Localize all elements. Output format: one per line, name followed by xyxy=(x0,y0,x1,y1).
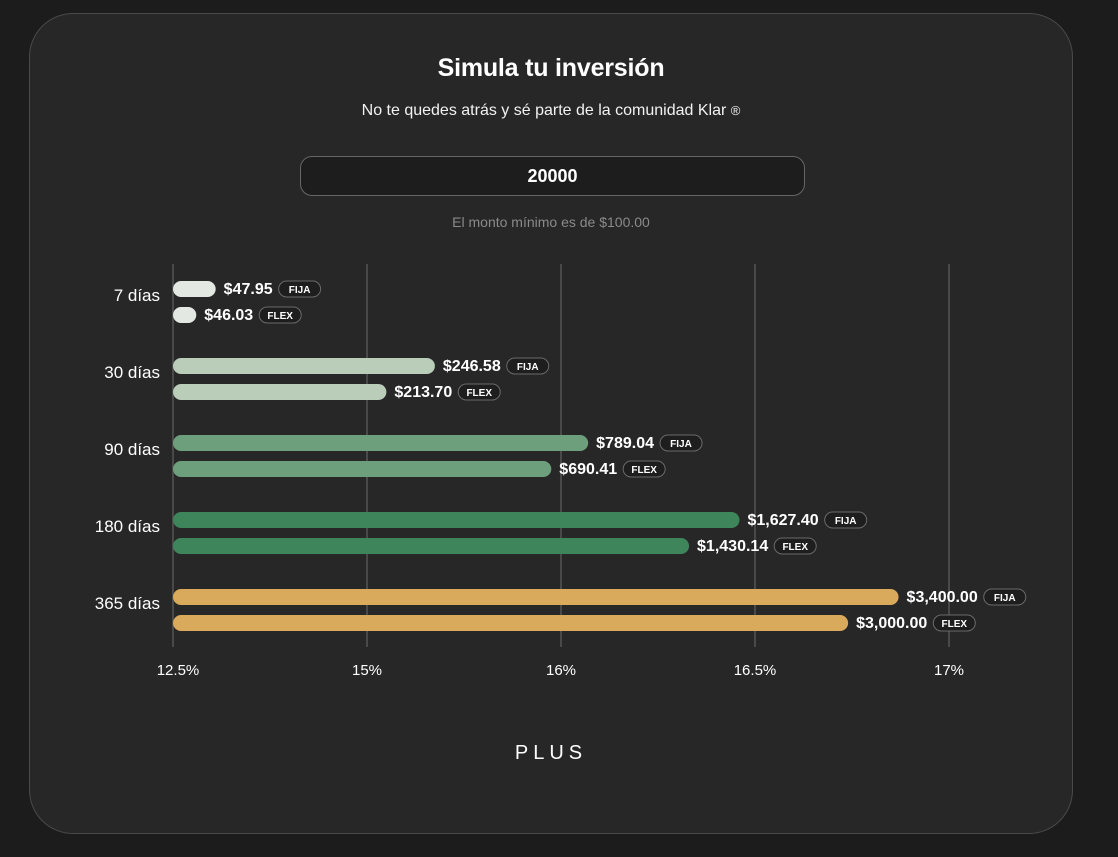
category-label: 90 días xyxy=(104,440,160,459)
tag-badge-label: FLEX xyxy=(267,311,293,322)
tag-badge xyxy=(506,357,550,375)
x-tick-label: 15% xyxy=(352,662,382,679)
value-label: $3,000.00 xyxy=(856,615,927,632)
value-label: $1,430.14 xyxy=(697,538,768,555)
registered-mark: ® xyxy=(730,103,741,118)
tag-badge xyxy=(278,280,322,298)
tag-badge-label: FIJA xyxy=(289,285,311,296)
page-subtitle: No te quedes atrás y sé parte de la comu… xyxy=(30,102,1072,120)
returns-chart: 12.5% 15% 16% 16.5% 17% 7 días $47.95 FIJA $46.0… xyxy=(95,264,1027,679)
page-title: Simula tu inversión xyxy=(437,54,665,82)
tag-badge xyxy=(773,537,817,555)
tag-badge-label: FIJA xyxy=(517,362,539,373)
x-tick-label: 17% xyxy=(934,662,964,679)
tag-badge-label: FLEX xyxy=(942,619,968,630)
plus-logo: PLUS xyxy=(514,742,588,764)
x-tick-label: 16% xyxy=(546,662,576,679)
tag-badge xyxy=(824,511,868,529)
tag-badge xyxy=(457,383,501,401)
x-tick-label: 12.5% xyxy=(157,662,200,679)
tag-badge-label: FLEX xyxy=(466,388,492,399)
value-label: $3,400.00 xyxy=(907,589,978,606)
bar xyxy=(173,358,435,374)
subtitle-text: No te quedes atrás y sé parte de la comu… xyxy=(361,102,727,119)
x-tick-label: 16.5% xyxy=(734,662,777,679)
category-label: 365 días xyxy=(95,594,160,613)
value-label: $690.41 xyxy=(559,461,617,478)
value-label: $1,627.40 xyxy=(747,512,818,529)
value-label: $46.03 xyxy=(204,307,253,324)
bar xyxy=(173,307,197,323)
tag-badge-label: FLEX xyxy=(782,542,808,553)
bar xyxy=(173,281,216,297)
tag-badge-label: FIJA xyxy=(994,593,1016,604)
value-label: $789.04 xyxy=(596,435,654,452)
value-label: $246.58 xyxy=(443,358,501,375)
amount-input[interactable] xyxy=(300,156,805,196)
tag-badge xyxy=(983,588,1027,606)
tag-badge xyxy=(258,306,302,324)
minimum-amount-hint: El monto mínimo es de $100.00 xyxy=(452,214,650,230)
tag-badge xyxy=(622,460,666,478)
simulator-card: Simula tu inversión No te quedes atrás y… xyxy=(29,13,1073,834)
tag-badge-label: FIJA xyxy=(835,516,857,527)
tag-badge-label: FIJA xyxy=(670,439,692,450)
tag-badge xyxy=(932,614,976,632)
bar xyxy=(173,615,849,631)
bar xyxy=(173,435,589,451)
bar xyxy=(173,461,552,477)
tag-badge xyxy=(659,434,703,452)
value-label: $213.70 xyxy=(394,384,452,401)
category-label: 30 días xyxy=(104,363,160,382)
category-label: 180 días xyxy=(95,517,160,536)
tag-badge-label: FLEX xyxy=(631,465,657,476)
bar xyxy=(173,384,387,400)
category-label: 7 días xyxy=(114,286,160,305)
bar xyxy=(173,589,899,605)
bar xyxy=(173,512,740,528)
bar xyxy=(173,538,690,554)
value-label: $47.95 xyxy=(224,281,273,298)
